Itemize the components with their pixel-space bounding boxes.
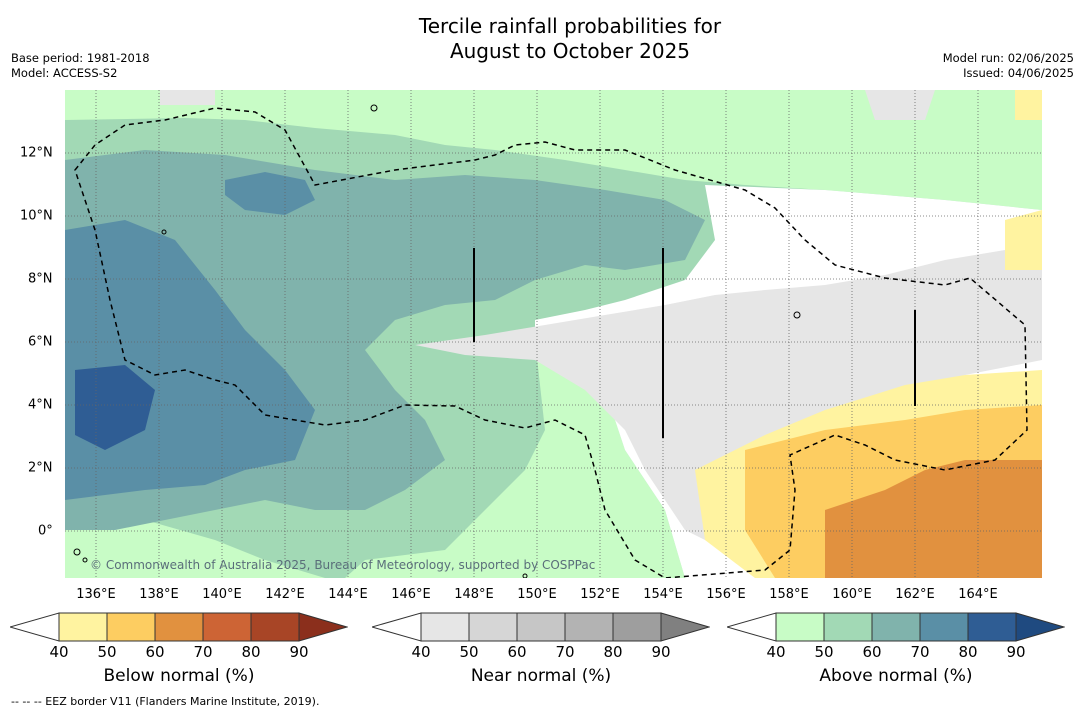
region-below-40-e bbox=[1005, 210, 1042, 270]
cbar-below-tick: 90 bbox=[289, 643, 309, 661]
region-above-40-north bbox=[65, 90, 1042, 210]
x-tick: 160°E bbox=[832, 587, 872, 602]
title-line-1: Tercile rainfall probabilities for bbox=[418, 14, 722, 38]
issued-date: Issued: 04/06/2025 bbox=[963, 66, 1074, 80]
map-title: Tercile rainfall probabilities for Augus… bbox=[270, 14, 870, 64]
y-tick: 2°N bbox=[28, 460, 53, 476]
islands bbox=[73, 104, 801, 578]
cbar-above-tick: 70 bbox=[910, 643, 930, 661]
x-tick: 152°E bbox=[580, 587, 620, 602]
meta-left: Base period: 1981-2018 Model: ACCESS-S2 bbox=[11, 51, 150, 81]
region-above-40-west bbox=[65, 520, 325, 578]
x-tick: 150°E bbox=[517, 587, 557, 602]
cbar-above-seg bbox=[919, 612, 969, 642]
cbar-above-tick: 90 bbox=[1006, 643, 1026, 661]
title-line-2: August to October 2025 bbox=[449, 39, 691, 63]
cbar-below-seg bbox=[250, 612, 300, 642]
cbar-near-seg bbox=[420, 612, 470, 642]
base-period: Base period: 1981-2018 bbox=[11, 51, 150, 65]
eez-border-palau-fsm bbox=[74, 107, 1028, 578]
x-tick: 146°E bbox=[391, 587, 431, 602]
region-above-70-north bbox=[225, 172, 315, 215]
cbar-near-tick: 60 bbox=[507, 643, 527, 661]
graticule bbox=[65, 90, 1042, 578]
cbar-near-seg bbox=[612, 612, 662, 642]
cbar-above-seg bbox=[967, 612, 1017, 642]
region-near-40-north bbox=[160, 90, 215, 105]
cbar-above-tick: 40 bbox=[766, 643, 786, 661]
x-tick: 156°E bbox=[706, 587, 746, 602]
cbar-below-label: Below normal (%) bbox=[103, 666, 255, 686]
cbar-above-label: Above normal (%) bbox=[819, 666, 973, 686]
region-above-80 bbox=[75, 365, 155, 450]
y-tick: 10°N bbox=[20, 208, 53, 224]
cbar-near-tick: 80 bbox=[603, 643, 623, 661]
cbar-below-tick: 50 bbox=[97, 643, 117, 661]
cbar-above-tick: 80 bbox=[958, 643, 978, 661]
cbar-near-seg bbox=[516, 612, 566, 642]
x-tick: 138°E bbox=[139, 587, 179, 602]
y-tick: 6°N bbox=[28, 334, 53, 350]
x-tick: 136°E bbox=[76, 587, 116, 602]
x-tick: 158°E bbox=[769, 587, 809, 602]
cbar-below-seg bbox=[154, 612, 204, 642]
eez-footnote: -- -- -- EEZ border V11 (Flanders Marine… bbox=[11, 695, 320, 708]
cbar-below-tick: 40 bbox=[49, 643, 69, 661]
cbar-near-tick: 70 bbox=[555, 643, 575, 661]
x-tick: 144°E bbox=[328, 587, 368, 602]
cbar-above-tick: 60 bbox=[862, 643, 882, 661]
y-tick: 12°N bbox=[20, 145, 53, 161]
cbar-below-seg bbox=[202, 612, 252, 642]
y-tick: 8°N bbox=[28, 271, 53, 287]
x-tick: 140°E bbox=[202, 587, 242, 602]
region-near-40 bbox=[415, 240, 1042, 550]
cbar-near-label: Near normal (%) bbox=[470, 666, 612, 686]
cbar-below-tick: 80 bbox=[241, 643, 261, 661]
meta-right: Model run: 02/06/2025 Issued: 04/06/2025 bbox=[943, 51, 1074, 81]
copyright-text: © Commonwealth of Australia 2025, Bureau… bbox=[90, 558, 596, 572]
region-below-40-ne bbox=[1015, 90, 1042, 120]
model-name: Model: ACCESS-S2 bbox=[11, 66, 118, 80]
x-tick: 162°E bbox=[895, 587, 935, 602]
rainfall-probability-map bbox=[65, 90, 1042, 578]
y-tick: 4°N bbox=[28, 397, 53, 413]
cbar-below-tick: 70 bbox=[193, 643, 213, 661]
cbar-above-seg bbox=[775, 612, 825, 642]
cbar-below-seg bbox=[58, 612, 108, 642]
boundary-lines bbox=[473, 248, 916, 438]
cbar-near-seg bbox=[468, 612, 518, 642]
cbar-above-tick: 50 bbox=[814, 643, 834, 661]
x-tick: 148°E bbox=[454, 587, 494, 602]
cbar-below-seg bbox=[106, 612, 156, 642]
x-tick: 164°E bbox=[958, 587, 998, 602]
x-tick: 154°E bbox=[643, 587, 683, 602]
cbar-above-seg bbox=[871, 612, 921, 642]
colorbar-below bbox=[10, 612, 348, 642]
colorbar-near bbox=[372, 612, 710, 642]
colorbar-above bbox=[727, 612, 1065, 642]
cbar-near-tick: 90 bbox=[651, 643, 671, 661]
region-below-60 bbox=[825, 460, 1042, 578]
cbar-near-seg bbox=[564, 612, 614, 642]
model-run: Model run: 02/06/2025 bbox=[942, 51, 1074, 65]
region-near-40-ne bbox=[865, 90, 935, 120]
cbar-above-seg bbox=[823, 612, 873, 642]
cbar-near-tick: 50 bbox=[459, 643, 479, 661]
x-tick: 142°E bbox=[265, 587, 305, 602]
cbar-below-tick: 60 bbox=[145, 643, 165, 661]
y-tick: 0° bbox=[38, 523, 53, 539]
cbar-near-tick: 40 bbox=[411, 643, 431, 661]
